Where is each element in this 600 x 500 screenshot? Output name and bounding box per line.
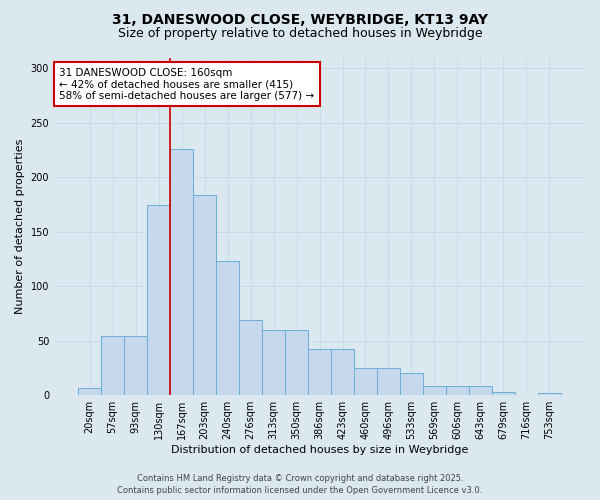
Y-axis label: Number of detached properties: Number of detached properties [15, 138, 25, 314]
Bar [354, 368, 377, 395]
X-axis label: Distribution of detached houses by size in Weybridge: Distribution of detached houses by size … [171, 445, 468, 455]
Text: 31, DANESWOOD CLOSE, WEYBRIDGE, KT13 9AY: 31, DANESWOOD CLOSE, WEYBRIDGE, KT13 9AY [112, 12, 488, 26]
Bar [377, 368, 400, 395]
Bar [262, 330, 285, 395]
Bar [147, 204, 170, 395]
Bar [193, 195, 216, 395]
Bar [101, 336, 124, 395]
Bar [308, 350, 331, 395]
Bar [239, 320, 262, 395]
Bar [216, 261, 239, 395]
Bar [331, 350, 354, 395]
Bar [538, 393, 561, 395]
Bar [469, 386, 492, 395]
Bar [124, 336, 147, 395]
Bar [78, 388, 101, 395]
Bar [423, 386, 446, 395]
Text: Size of property relative to detached houses in Weybridge: Size of property relative to detached ho… [118, 28, 482, 40]
Bar [492, 392, 515, 395]
Bar [285, 330, 308, 395]
Bar [400, 374, 423, 395]
Text: Contains HM Land Registry data © Crown copyright and database right 2025.
Contai: Contains HM Land Registry data © Crown c… [118, 474, 482, 495]
Text: 31 DANESWOOD CLOSE: 160sqm
← 42% of detached houses are smaller (415)
58% of sem: 31 DANESWOOD CLOSE: 160sqm ← 42% of deta… [59, 68, 314, 101]
Bar [170, 149, 193, 395]
Bar [446, 386, 469, 395]
